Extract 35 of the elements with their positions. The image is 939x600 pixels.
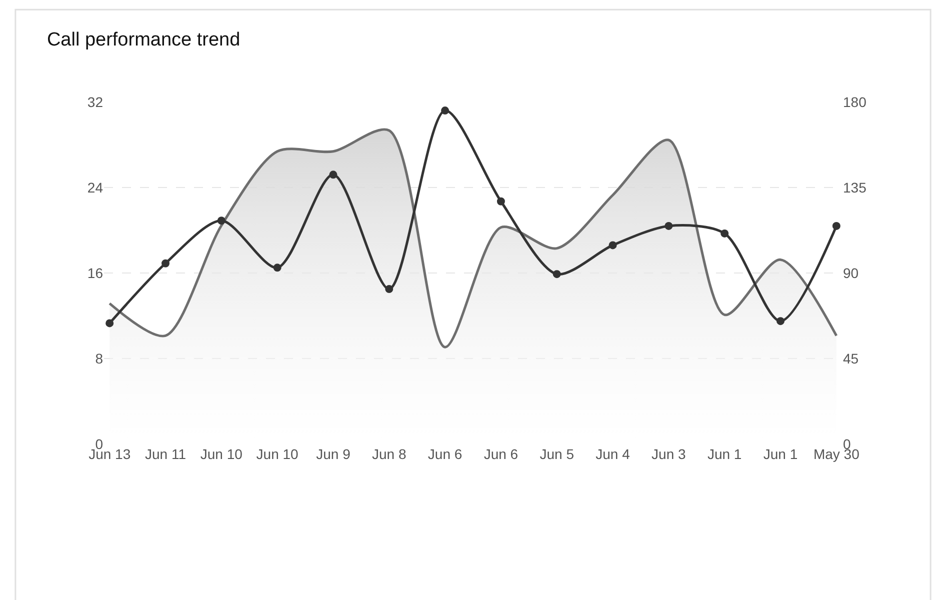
point [273,264,282,272]
point [832,222,840,230]
point [385,285,394,294]
point [608,241,617,250]
point [329,170,338,179]
point [217,216,226,225]
point [552,270,561,278]
y-tick-label: 8 [95,350,104,366]
x-tick-label: Jun 11 [145,446,186,462]
y-tick-label: 24 [87,179,104,196]
y-tick-label: 16 [87,264,104,281]
y2-tick-label: 45 [843,350,859,366]
y2-tick-label: 180 [843,94,867,110]
x-tick-label: Jun 1 [707,446,742,462]
point [720,229,729,238]
point [776,317,784,326]
x-tick-label: Jun 5 [540,446,574,462]
x-tick-label: Jun 9 [316,446,351,462]
x-tick-label: Jun 10 [200,446,243,462]
x-tick-label: Jun 10 [256,446,299,462]
x-tick-label: Jun 6 [428,446,462,462]
y-tick-label: 32 [87,94,104,110]
point [496,197,505,206]
x-tick-label: Jun 3 [652,446,686,462]
point [162,259,170,268]
x-tick-label: Jun 1 [763,446,798,462]
point [441,106,450,115]
chart-title: Call performance trend [46,30,240,51]
x-tick-label: Jun 8 [372,446,406,462]
x-tick-label: Jun 6 [484,446,518,462]
y2-tick-label: 135 [843,179,867,196]
y2-tick-label: 90 [843,264,859,281]
x-tick-label: Jun 4 [596,446,630,462]
point [106,319,114,328]
point [664,222,673,230]
